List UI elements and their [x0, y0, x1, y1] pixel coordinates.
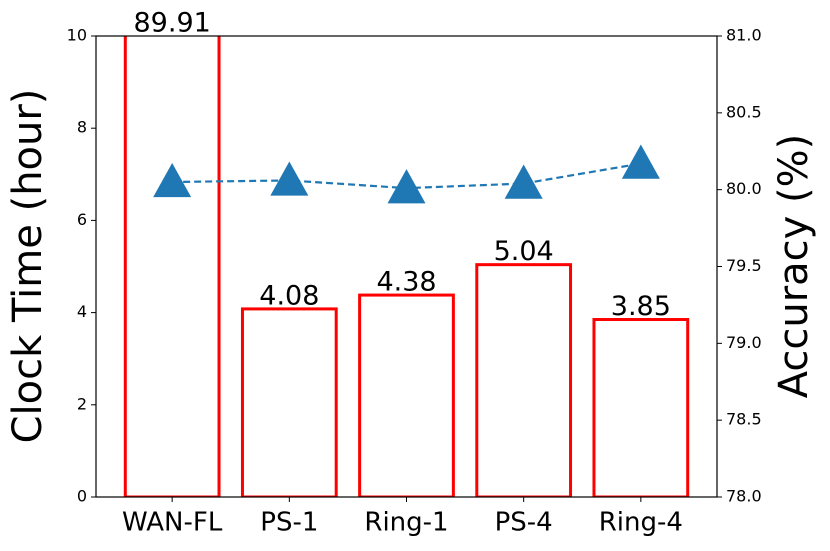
y-tick-label: 0 [77, 487, 87, 506]
y2-tick-label: 79.5 [726, 256, 762, 275]
accuracy-marker [387, 169, 426, 204]
y2-tick-label: 78.5 [726, 410, 762, 429]
y2-tick-label: 81.0 [726, 26, 762, 45]
x-tick-label: PS-1 [260, 508, 318, 538]
value-label: 4.38 [376, 267, 436, 298]
y2-tick-label: 80.5 [726, 102, 762, 121]
y2-tick-label: 80.0 [726, 179, 762, 198]
y-tick-label: 2 [77, 394, 87, 413]
y-tick-label: 6 [77, 210, 87, 229]
bar [358, 293, 455, 497]
x-tick-label: Ring-4 [599, 508, 683, 538]
x-tick-label: WAN-FL [122, 508, 223, 538]
y-tick-label: 10 [67, 26, 87, 45]
accuracy-marker [504, 164, 543, 199]
y2-axis-label: Accuracy (%) [771, 134, 817, 399]
y-axis-label: Clock Time (hour) [5, 89, 51, 444]
value-label: 89.91 [134, 8, 211, 39]
bar [240, 307, 338, 497]
y2-tick-label: 78.0 [726, 487, 762, 506]
y2-tick-label: 79.0 [726, 333, 762, 352]
plot-area [123, 36, 690, 497]
x-tick-label: PS-4 [495, 508, 553, 538]
bar [475, 263, 573, 497]
bar [592, 318, 690, 497]
value-label: 3.85 [611, 291, 671, 322]
y-tick-label: 4 [77, 302, 87, 321]
value-label: 5.04 [494, 236, 554, 267]
value-label: 4.08 [259, 280, 319, 311]
accuracy-marker [153, 162, 192, 198]
accuracy-marker [270, 161, 309, 196]
bar [123, 36, 221, 497]
y-tick-label: 8 [77, 118, 87, 137]
x-tick-label: Ring-1 [364, 508, 448, 538]
accuracy-marker [621, 144, 660, 179]
